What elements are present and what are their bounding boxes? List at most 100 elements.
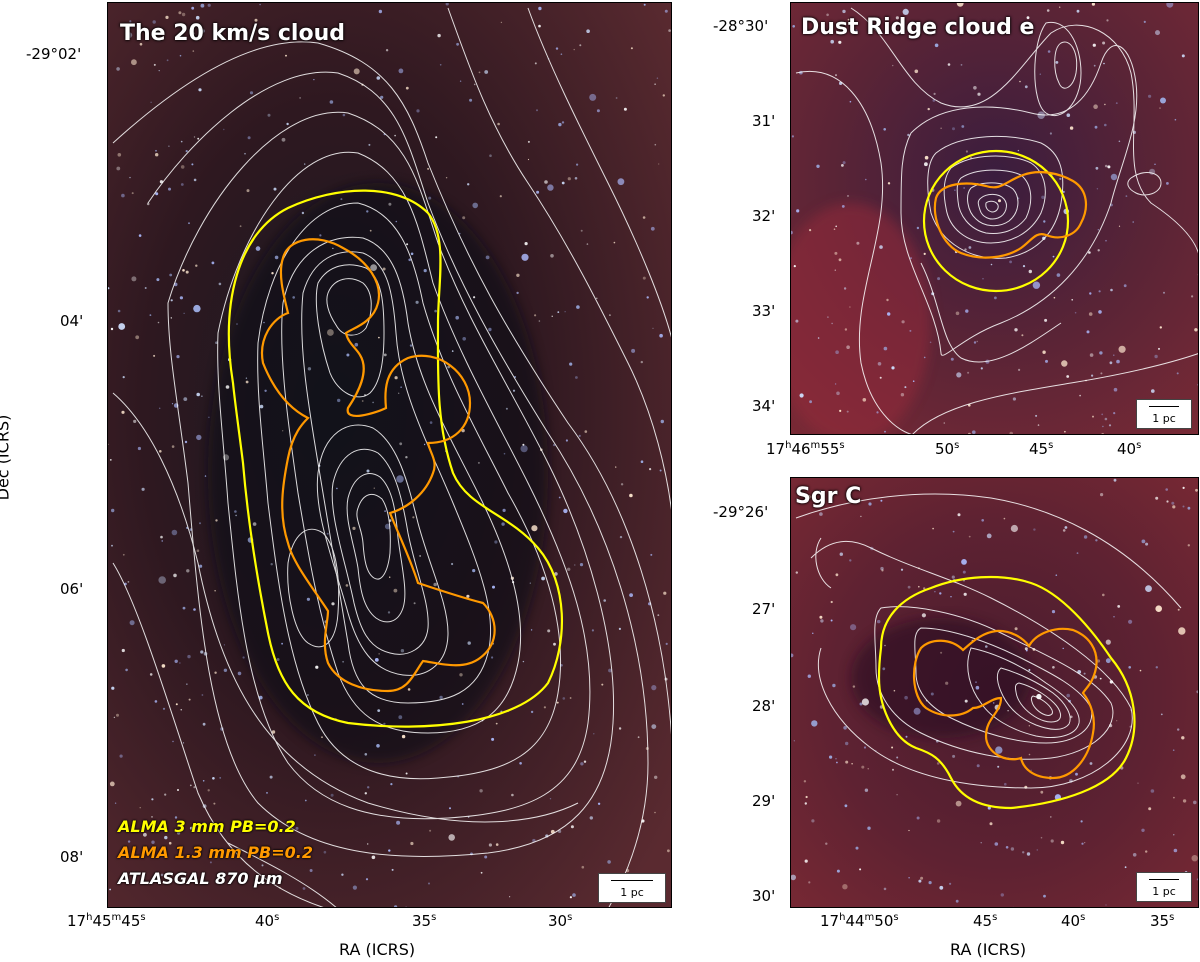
star	[549, 798, 552, 800]
star	[459, 80, 462, 82]
star	[877, 362, 882, 366]
star	[1050, 839, 1054, 843]
alma-13mm-footprint	[912, 627, 1098, 780]
star	[913, 707, 921, 715]
star	[1091, 374, 1094, 377]
star	[259, 404, 264, 409]
alma-3mm-footprint	[877, 575, 1136, 810]
star	[963, 187, 965, 189]
star	[1089, 762, 1093, 765]
star	[182, 269, 185, 272]
star	[1154, 354, 1158, 359]
star	[596, 297, 598, 299]
star	[976, 764, 980, 768]
star	[658, 163, 660, 165]
star	[1151, 389, 1155, 393]
star	[580, 229, 583, 232]
star	[214, 590, 216, 592]
star	[835, 350, 839, 355]
panel-title: The 20 km/s cloud	[120, 21, 345, 46]
star	[187, 654, 191, 659]
scale-bar-label: 1 pc	[1152, 885, 1176, 898]
star	[331, 602, 335, 606]
star	[1009, 260, 1012, 264]
star	[385, 49, 389, 52]
star	[1056, 273, 1061, 277]
star	[916, 816, 920, 820]
star	[956, 3, 964, 7]
star	[791, 874, 796, 881]
star	[484, 855, 488, 859]
star	[1191, 855, 1198, 862]
bottomright-xtick-2: 45s	[973, 912, 998, 930]
star	[1004, 782, 1007, 786]
star	[469, 98, 473, 102]
star	[1155, 30, 1160, 36]
star	[302, 887, 306, 890]
left-xtick-2: 40s	[255, 912, 280, 930]
star	[943, 422, 946, 424]
star	[902, 8, 909, 15]
star	[165, 15, 169, 19]
star	[108, 287, 110, 290]
star	[398, 68, 404, 74]
star	[838, 258, 842, 262]
star	[299, 97, 301, 99]
star	[551, 315, 553, 317]
star	[1118, 225, 1121, 227]
star	[255, 246, 261, 251]
star	[1070, 715, 1073, 719]
star	[413, 602, 416, 605]
topright-ytick-2: 31'	[752, 112, 776, 130]
image-20kms-cloud	[108, 3, 671, 907]
star	[215, 519, 218, 522]
star	[563, 508, 568, 514]
star	[973, 86, 977, 90]
star	[366, 210, 369, 213]
star	[591, 629, 594, 632]
star	[295, 826, 299, 830]
star	[419, 555, 421, 557]
star	[1116, 720, 1118, 722]
star	[990, 263, 993, 266]
star	[1021, 334, 1024, 337]
star	[852, 685, 856, 688]
star	[936, 819, 941, 823]
star	[1101, 413, 1104, 416]
atlasgal-contours	[795, 493, 1182, 789]
star	[449, 807, 451, 810]
star	[1171, 501, 1175, 505]
star	[619, 535, 623, 539]
star	[176, 355, 180, 359]
star	[113, 716, 116, 719]
star	[847, 18, 850, 21]
bottomright-ytick-4: 29'	[752, 792, 776, 810]
star	[193, 136, 196, 138]
star	[423, 443, 426, 446]
star	[352, 526, 356, 531]
star	[1014, 328, 1018, 332]
star	[281, 137, 286, 142]
star	[1066, 375, 1070, 378]
star	[405, 86, 409, 90]
star	[556, 701, 559, 704]
star	[649, 468, 652, 471]
star	[845, 741, 849, 746]
star	[192, 50, 195, 52]
star	[1049, 132, 1052, 135]
star	[236, 323, 238, 325]
star	[1047, 50, 1051, 53]
star	[835, 573, 839, 577]
star	[168, 187, 171, 191]
star	[896, 794, 898, 796]
star	[396, 475, 404, 483]
topright-ytick-1: -28°30'	[713, 17, 769, 35]
star	[827, 316, 829, 318]
star	[980, 842, 982, 844]
star	[1028, 753, 1031, 756]
star	[859, 702, 863, 706]
star	[654, 143, 657, 146]
star	[891, 366, 895, 370]
star	[408, 258, 412, 262]
star	[907, 585, 911, 589]
